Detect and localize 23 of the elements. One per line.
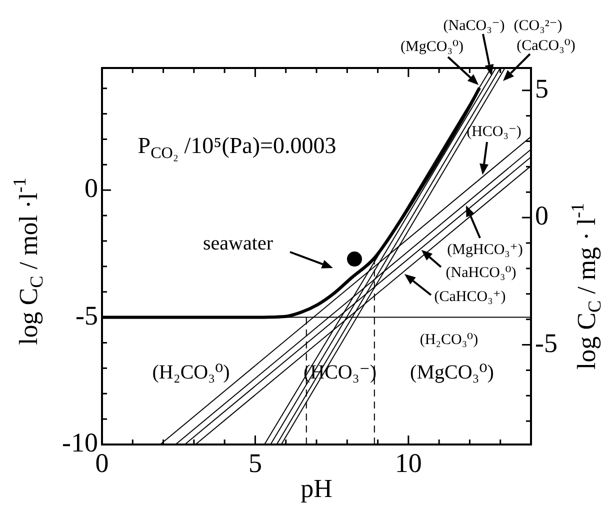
text: (CaCO₃⁰): [516, 38, 576, 54]
y-axis-title: log CC / mol ·l-1: [10, 178, 47, 345]
annotation: (MgHCO₃⁺): [447, 242, 523, 258]
annotation: (NaHCO₃⁰): [446, 264, 516, 281]
annotation: (CaHCO₃⁺): [434, 288, 506, 305]
x-axis-title: pH: [300, 474, 333, 503]
annotation: (HCO₃⁻): [466, 124, 522, 140]
annotation: (MgCO₃⁰): [400, 38, 464, 55]
annotation: (MgCO₃⁰): [410, 361, 494, 384]
y-tick-label: 0: [84, 173, 98, 204]
y-tick-label: -10: [62, 428, 98, 458]
annotation: seawater: [203, 232, 274, 254]
x-tick-label: 5: [248, 448, 262, 478]
annotation: (H₂CO₃⁰): [420, 332, 478, 348]
y2-tick-label: 0: [535, 200, 548, 231]
y2-tick-label: -5: [535, 328, 558, 358]
annotation: (H₂CO₃⁰): [152, 361, 230, 384]
x-tick-label: 10: [394, 448, 422, 478]
text: (CO₃²⁻): [514, 18, 562, 34]
y-tick-label: -5: [76, 300, 98, 330]
annotation: (NaCO₃⁻): [443, 18, 505, 34]
y2-axis-title: log CC / mg · l-1: [568, 202, 605, 370]
y2-tick-label: 5: [535, 73, 548, 104]
